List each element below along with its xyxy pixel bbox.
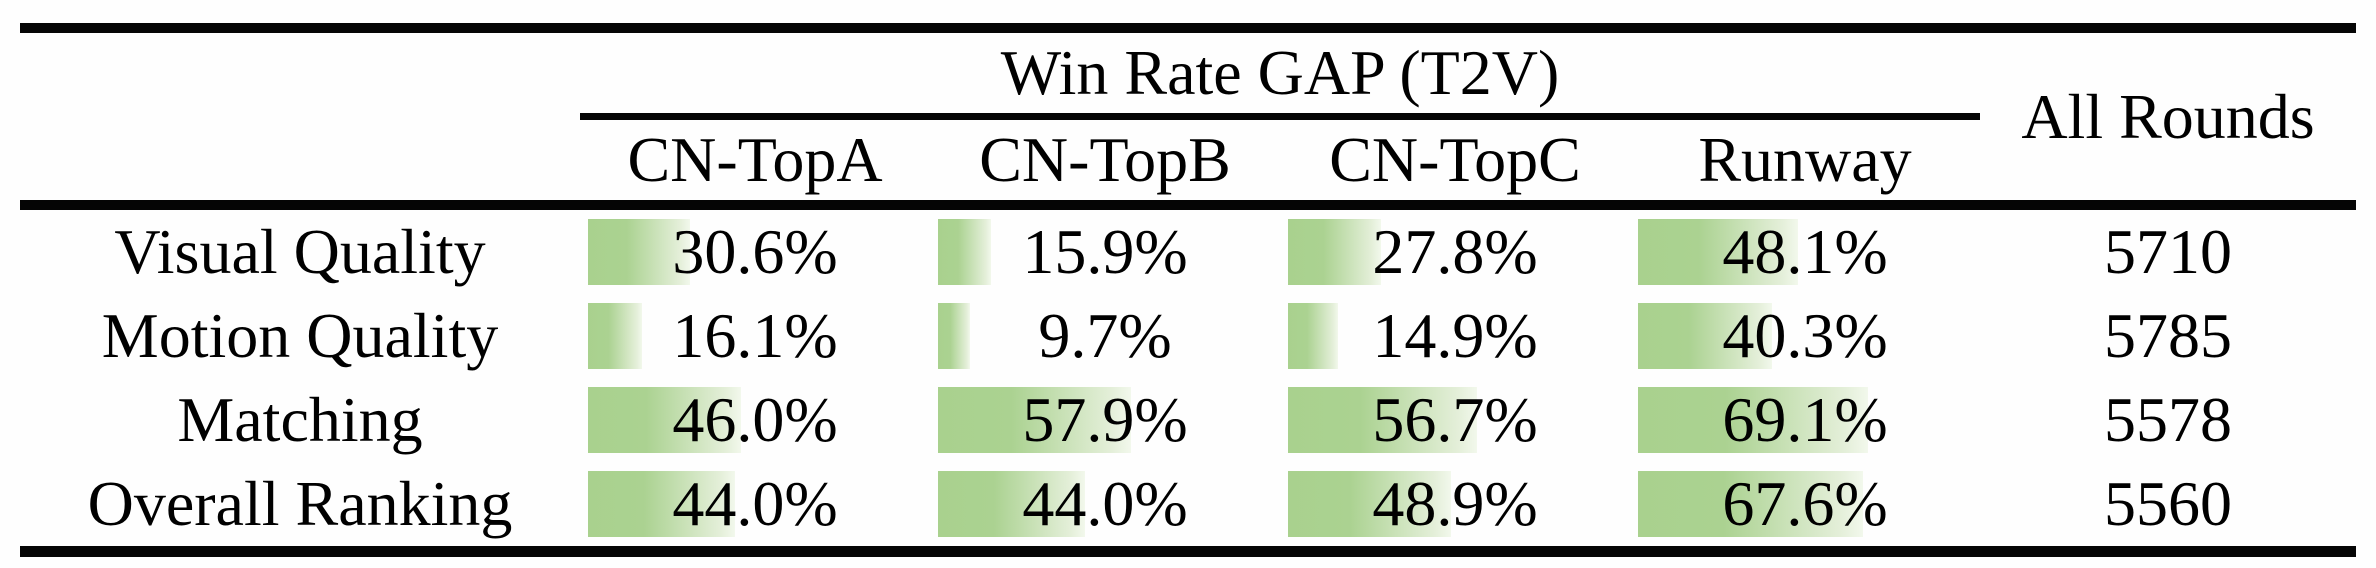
row-label-column-spacer (20, 33, 580, 200)
value-text: 46.0% (672, 384, 838, 455)
value-text: 44.0% (672, 468, 838, 539)
win-rate-gap-group: Win Rate GAP (T2V) CN-TopA CN-TopB CN-To… (580, 33, 1980, 200)
data-bar (938, 387, 1131, 453)
value-cell: 57.9% (930, 378, 1280, 462)
value-cell: 30.6% (580, 210, 930, 294)
table-row: Matching 46.0% 57.9% 56.7% 69.1% 557 (20, 378, 2356, 462)
row-label: Motion Quality (101, 300, 499, 371)
data-bar (1638, 303, 1773, 369)
value-cell: 44.0% (930, 462, 1280, 546)
data-bar (938, 219, 991, 285)
table-row: Overall Ranking 44.0% 44.0% 48.9% 67.6% (20, 462, 2356, 546)
value-cell: 48.1% (1630, 210, 1980, 294)
data-bar (588, 219, 690, 285)
value-text: 40.3% (1722, 300, 1888, 371)
table-top-rule (20, 23, 2356, 33)
data-bar (1638, 471, 1864, 537)
value-cell: 46.0% (580, 378, 930, 462)
data-bar (1638, 387, 1869, 453)
table-body: Visual Quality 30.6% 15.9% 27.8% 48.1% (20, 210, 2356, 546)
data-bar (588, 471, 735, 537)
value-text: 44.0% (1022, 468, 1188, 539)
value-cell: 27.8% (1280, 210, 1630, 294)
data-bar (938, 471, 1085, 537)
value-cell: 9.7% (930, 294, 1280, 378)
column-header-cn-topc: CN-TopC (1329, 124, 1581, 195)
column-header-all-rounds: All Rounds (2021, 80, 2315, 152)
value-cell: 44.0% (580, 462, 930, 546)
value-cell: 48.9% (1280, 462, 1630, 546)
value-text: 67.6% (1722, 468, 1888, 539)
value-text: 56.7% (1372, 384, 1538, 455)
data-bar (1288, 387, 1477, 453)
value-cell: 40.3% (1630, 294, 1980, 378)
data-bar (1638, 219, 1799, 285)
table-bottom-rule (20, 546, 2356, 557)
data-bar (1288, 303, 1338, 369)
table-header: Win Rate GAP (T2V) CN-TopA CN-TopB CN-To… (20, 33, 2356, 200)
row-label: Matching (177, 384, 423, 455)
group-header-title: Win Rate GAP (T2V) (1000, 37, 1560, 108)
row-label: Visual Quality (114, 216, 486, 287)
value-text: 69.1% (1722, 384, 1888, 455)
header-separator-rule (20, 200, 2356, 210)
value-cell: 67.6% (1630, 462, 1980, 546)
value-cell: 15.9% (930, 210, 1280, 294)
table-row: Visual Quality 30.6% 15.9% 27.8% 48.1% (20, 210, 2356, 294)
value-text: 15.9% (1022, 216, 1188, 287)
data-bar (1288, 471, 1451, 537)
value-text: 30.6% (672, 216, 838, 287)
group-header-underline-rule (580, 113, 1980, 120)
value-cell: 16.1% (580, 294, 930, 378)
all-rounds-value: 5578 (2104, 384, 2232, 455)
value-text: 48.1% (1722, 216, 1888, 287)
data-bar (588, 303, 642, 369)
value-cell: 56.7% (1280, 378, 1630, 462)
value-text: 16.1% (672, 300, 838, 371)
value-text: 9.7% (1038, 300, 1172, 371)
data-bar (588, 387, 742, 453)
column-header-cn-topa: CN-TopA (627, 124, 883, 195)
value-text: 48.9% (1372, 468, 1538, 539)
all-rounds-value: 5785 (2104, 300, 2232, 371)
column-header-runway: Runway (1698, 124, 1912, 195)
all-rounds-value: 5710 (2104, 216, 2232, 287)
table-row: Motion Quality 16.1% 9.7% 14.9% 40.3% (20, 294, 2356, 378)
value-text: 14.9% (1372, 300, 1538, 371)
value-cell: 69.1% (1630, 378, 1980, 462)
data-bar (938, 303, 971, 369)
value-cell: 14.9% (1280, 294, 1630, 378)
value-text: 57.9% (1022, 384, 1188, 455)
value-text: 27.8% (1372, 216, 1538, 287)
data-bar (1288, 219, 1381, 285)
all-rounds-value: 5560 (2104, 468, 2232, 539)
win-rate-gap-table: Win Rate GAP (T2V) CN-TopA CN-TopB CN-To… (20, 23, 2356, 557)
column-header-cn-topb: CN-TopB (979, 124, 1231, 195)
row-label: Overall Ranking (87, 468, 513, 539)
model-column-headers: CN-TopA CN-TopB CN-TopC Runway (580, 120, 1980, 200)
